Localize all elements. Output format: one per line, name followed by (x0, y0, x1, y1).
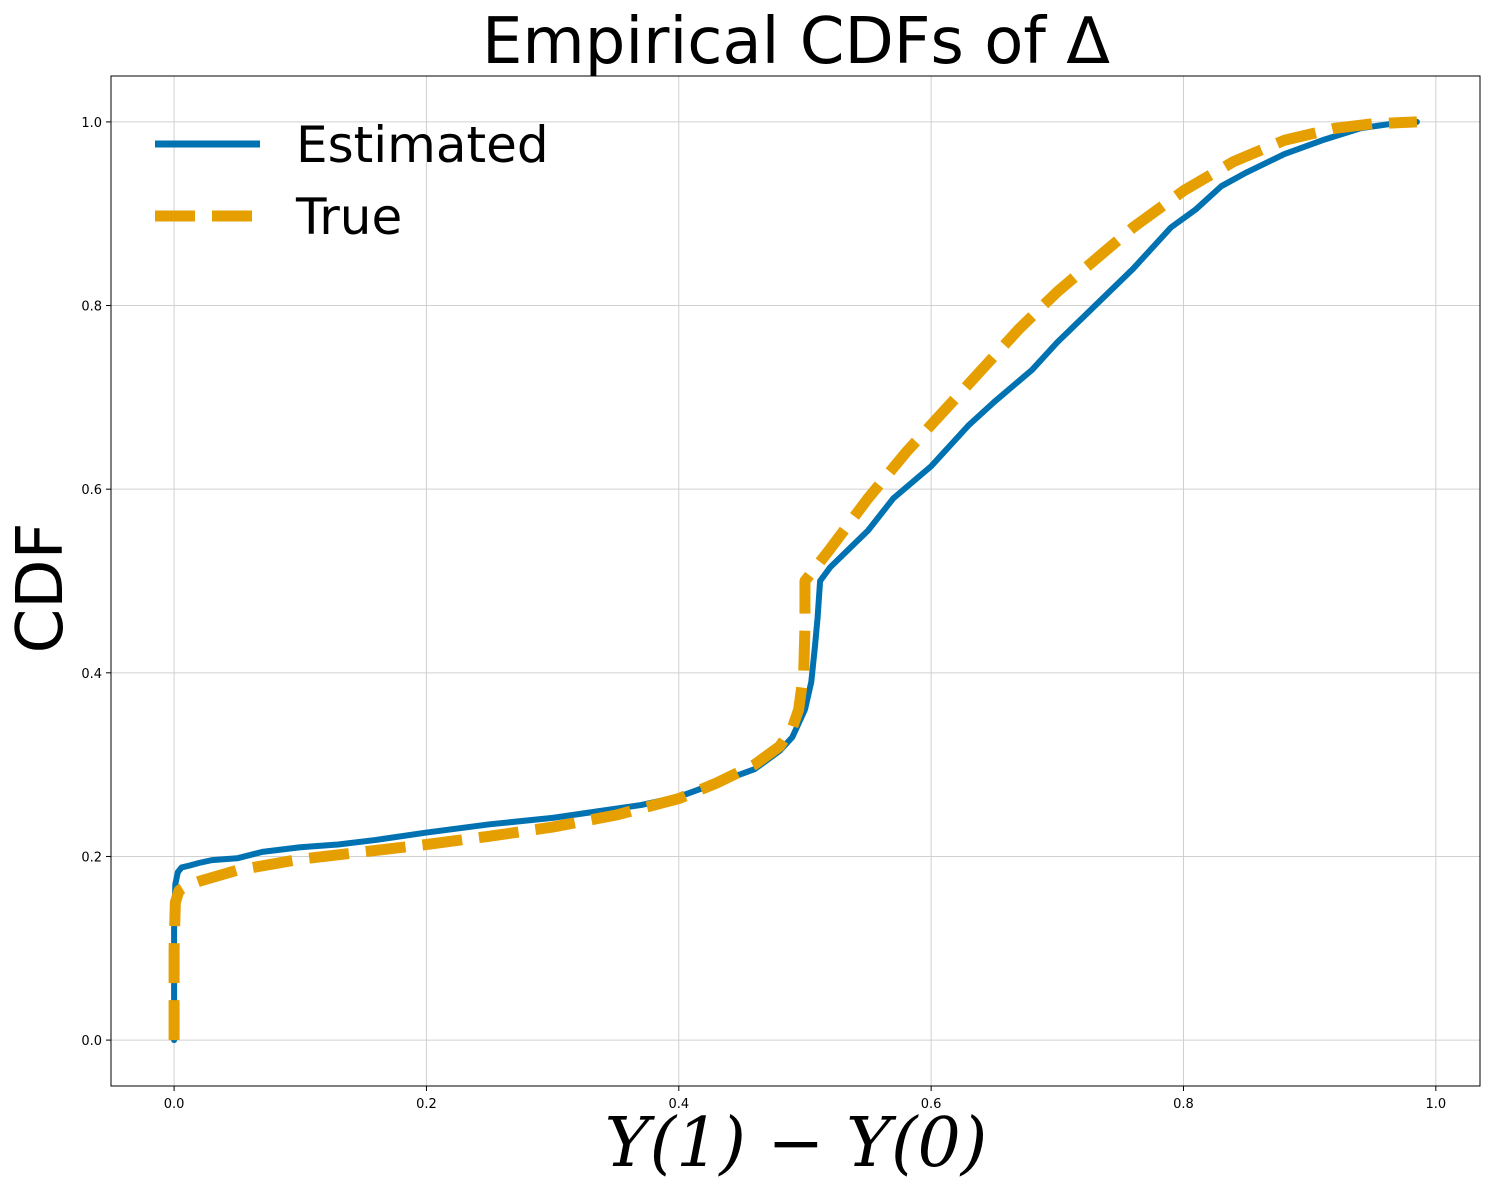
y-tick-label: 0.8 (81, 300, 102, 315)
x-tick-label: 0.8 (1173, 1097, 1194, 1112)
chart-title: Empirical CDFs of Δ (482, 5, 1110, 79)
y-tick-label: 0.4 (81, 667, 102, 682)
legend: Estimated True (155, 116, 549, 246)
y-tick-label: 1.0 (81, 116, 102, 131)
y-tick-label: 0.6 (81, 483, 102, 498)
y-tick-label: 0.2 (81, 850, 102, 865)
y-axis-label: CDF (4, 523, 78, 654)
grid (111, 76, 1480, 1086)
x-tick-label: 0.0 (164, 1097, 185, 1112)
series-layer (168, 116, 1420, 1044)
ticks: 0.0 0.2 0.4 0.6 0.8 1.0 0.0 0.2 0.4 0.6 0.8 1.0 (81, 116, 1446, 1112)
legend-label-estimated: Estimated (296, 116, 549, 174)
x-axis-label: Y(1) − Y(0) (605, 1104, 988, 1183)
series-line-true (168, 116, 1418, 1041)
y-tick-label: 0.0 (81, 1034, 102, 1049)
series-line-estimated (171, 118, 1420, 1044)
x-tick-label: 0.4 (668, 1097, 689, 1112)
x-tick-label: 1.0 (1425, 1097, 1446, 1112)
plot-frame (110, 75, 1481, 1087)
x-tick-label: 0.2 (416, 1097, 437, 1112)
legend-label-true: True (295, 188, 402, 246)
x-tick-label: 0.6 (921, 1097, 942, 1112)
